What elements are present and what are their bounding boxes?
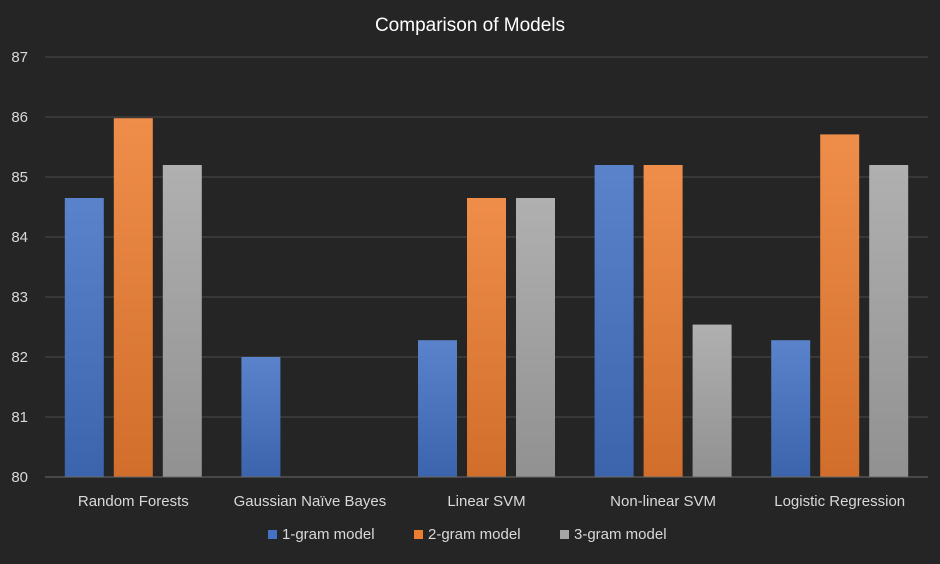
legend-item: 3-gram model xyxy=(560,526,667,543)
bar-2-gram-model xyxy=(113,118,153,477)
bar-1-gram-model xyxy=(241,357,281,477)
legend-swatch xyxy=(268,530,277,539)
legend-item: 2-gram model xyxy=(414,526,521,543)
legend-swatch xyxy=(560,530,569,539)
bar-1-gram-model xyxy=(64,198,104,477)
y-tick-label: 80 xyxy=(11,469,28,486)
x-tick-label: Linear SVM xyxy=(447,493,525,510)
legend-swatch xyxy=(414,530,423,539)
legend-label: 2-gram model xyxy=(428,526,521,543)
legend: 1-gram model 2-gram model 3-gram model xyxy=(268,526,667,543)
bar-2-gram-model xyxy=(643,165,683,477)
legend-item: 1-gram model xyxy=(268,526,375,543)
chart-title: Comparison of Models xyxy=(375,15,565,36)
bars xyxy=(64,118,909,477)
x-tick-label: Gaussian Naïve Bayes xyxy=(234,493,387,510)
bar-3-gram-model xyxy=(516,198,555,477)
bar-1-gram-model xyxy=(594,165,634,477)
y-tick-label: 81 xyxy=(11,409,28,426)
x-tick-label: Random Forests xyxy=(78,493,189,510)
x-axis-ticks: Random Forests Gaussian Naïve Bayes Linear… xyxy=(78,493,905,510)
y-tick-label: 85 xyxy=(11,169,28,186)
legend-label: 1-gram model xyxy=(282,526,375,543)
bar-2-gram-model xyxy=(820,134,860,477)
x-tick-label: Non-linear SVM xyxy=(610,493,716,510)
x-tick-label: Logistic Regression xyxy=(774,493,905,510)
bar-3-gram-model xyxy=(692,324,732,477)
bar-2-gram-model xyxy=(467,198,506,477)
legend-label: 3-gram model xyxy=(574,526,667,543)
y-tick-label: 86 xyxy=(11,109,28,126)
y-tick-label: 82 xyxy=(11,349,28,366)
y-tick-label: 87 xyxy=(11,49,28,66)
bar-3-gram-model xyxy=(162,165,202,477)
y-tick-label: 83 xyxy=(11,289,28,306)
y-axis-ticks: 80 81 82 83 84 85 86 87 xyxy=(11,49,28,486)
bar-1-gram-model xyxy=(771,340,811,477)
y-tick-label: 84 xyxy=(11,229,28,246)
bar-1-gram-model xyxy=(418,340,457,477)
bar-3-gram-model xyxy=(869,165,909,477)
